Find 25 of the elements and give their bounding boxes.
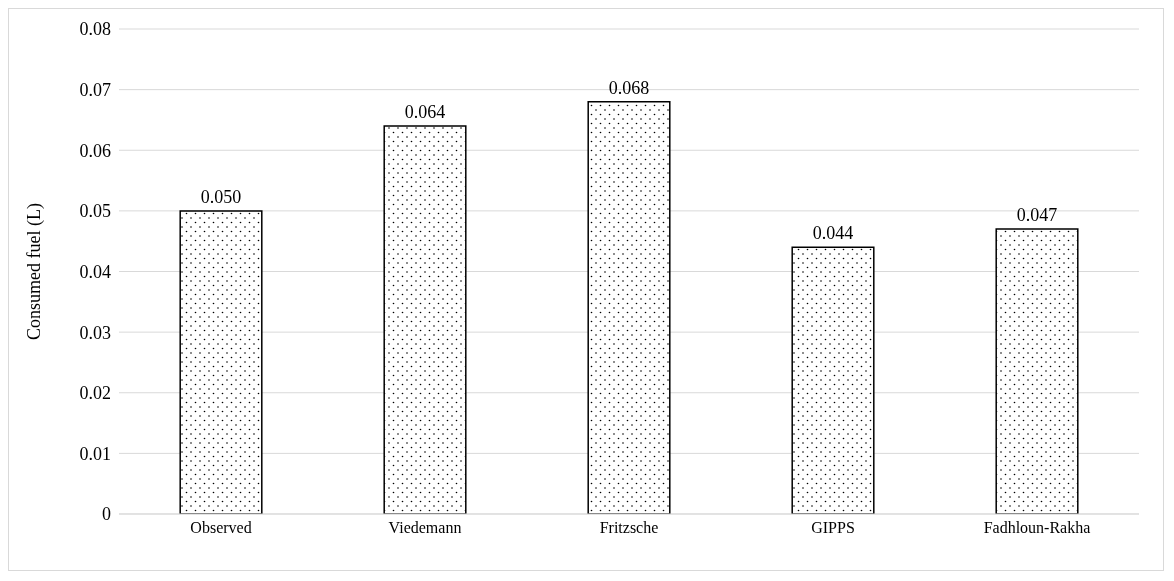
y-tick-label: 0.07 bbox=[79, 80, 111, 101]
y-tick-label: 0.06 bbox=[79, 140, 111, 161]
data-label: 0.044 bbox=[812, 223, 854, 244]
x-tick-label: Viedemann bbox=[388, 519, 462, 537]
y-tick-label: 0.02 bbox=[79, 383, 111, 404]
data-label: 0.047 bbox=[1016, 205, 1058, 226]
y-tick-label: 0.05 bbox=[79, 201, 111, 222]
bar bbox=[179, 210, 263, 514]
y-tick-label: 0.04 bbox=[79, 261, 111, 282]
bar bbox=[587, 101, 671, 514]
x-tick-label: Fritzsche bbox=[599, 519, 659, 537]
bar bbox=[791, 246, 875, 514]
data-label: 0.064 bbox=[404, 102, 446, 122]
y-tick-label: 0.01 bbox=[79, 443, 111, 464]
bar bbox=[383, 125, 467, 514]
y-axis-title: Consumed fuel (L) bbox=[24, 203, 46, 340]
x-tick-label: Fadhloun-Rakha bbox=[983, 519, 1091, 537]
x-tick-label: GIPPS bbox=[811, 519, 855, 537]
y-tick-label: 0.03 bbox=[79, 322, 111, 343]
bar bbox=[995, 228, 1079, 514]
y-tick-label: 0 bbox=[102, 504, 111, 525]
y-tick-label: 0.08 bbox=[79, 19, 111, 40]
x-tick-label: Observed bbox=[190, 519, 252, 537]
data-label: 0.068 bbox=[608, 77, 650, 98]
data-label: 0.050 bbox=[200, 186, 242, 207]
